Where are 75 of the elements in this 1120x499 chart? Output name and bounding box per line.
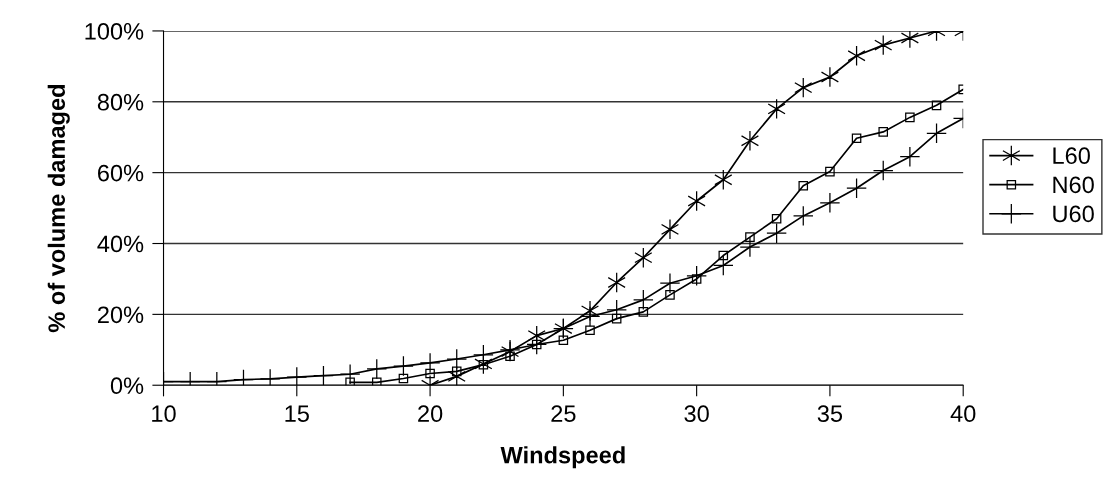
point — [792, 205, 814, 227]
x-axis-title: Windspeed — [500, 446, 625, 469]
point — [660, 218, 680, 240]
point — [819, 192, 841, 214]
point — [874, 34, 893, 56]
point — [473, 344, 494, 366]
point — [926, 122, 947, 144]
point — [846, 177, 867, 199]
point — [366, 358, 388, 380]
point — [259, 368, 281, 386]
point — [851, 133, 862, 144]
point — [419, 352, 441, 374]
y-tick-label: 60% — [98, 164, 144, 182]
point — [740, 130, 759, 152]
point — [393, 355, 414, 377]
x-tick-label: 35 — [817, 405, 843, 423]
point — [398, 373, 409, 384]
x-tick-label: 10 — [152, 405, 176, 423]
point — [687, 190, 706, 212]
point — [847, 45, 866, 67]
point — [931, 100, 942, 111]
point — [446, 348, 468, 370]
point — [371, 377, 382, 386]
point — [313, 365, 334, 386]
point — [905, 112, 915, 123]
x-tick-label: 20 — [418, 405, 443, 423]
point — [531, 339, 542, 350]
point — [345, 377, 355, 386]
point — [526, 334, 548, 355]
point — [712, 255, 734, 276]
point — [659, 272, 681, 294]
y-tick-label: 100% — [85, 23, 144, 40]
point — [878, 127, 889, 137]
y-tick-label: 20% — [98, 306, 144, 324]
legend-label: N60 — [1053, 176, 1094, 194]
point — [339, 363, 361, 385]
point — [766, 222, 787, 244]
point — [825, 166, 835, 177]
point — [558, 335, 569, 346]
point — [665, 290, 675, 300]
point — [714, 169, 733, 191]
point — [820, 66, 839, 88]
point — [632, 289, 654, 311]
point — [745, 232, 755, 242]
point — [899, 146, 921, 168]
y-tick-label: 80% — [97, 93, 144, 111]
x-tick-label: 15 — [285, 405, 309, 423]
point — [286, 366, 308, 386]
legend-label: U60 — [1053, 205, 1094, 223]
point — [718, 250, 729, 261]
point — [798, 180, 809, 191]
point — [634, 247, 653, 269]
x-tick-label: 30 — [684, 405, 709, 423]
point — [767, 98, 786, 120]
point — [739, 236, 761, 258]
point — [607, 272, 626, 293]
point — [794, 77, 813, 98]
legend-label: L60 — [1053, 147, 1090, 165]
x-tick-label: 40 — [950, 405, 976, 423]
y-tick-label: 40% — [97, 235, 144, 253]
point — [447, 366, 466, 386]
y-tick-label: 0% — [110, 377, 144, 395]
point — [900, 30, 919, 49]
point — [691, 274, 702, 284]
point — [872, 160, 894, 181]
point — [611, 313, 622, 324]
point — [585, 325, 595, 336]
point — [579, 306, 601, 327]
point — [686, 265, 707, 287]
point — [425, 368, 435, 379]
point — [771, 213, 782, 224]
x-tick-label: 25 — [551, 405, 576, 423]
point — [638, 307, 649, 317]
point — [606, 299, 628, 321]
y-axis-title: % of volume damaged — [47, 84, 70, 333]
